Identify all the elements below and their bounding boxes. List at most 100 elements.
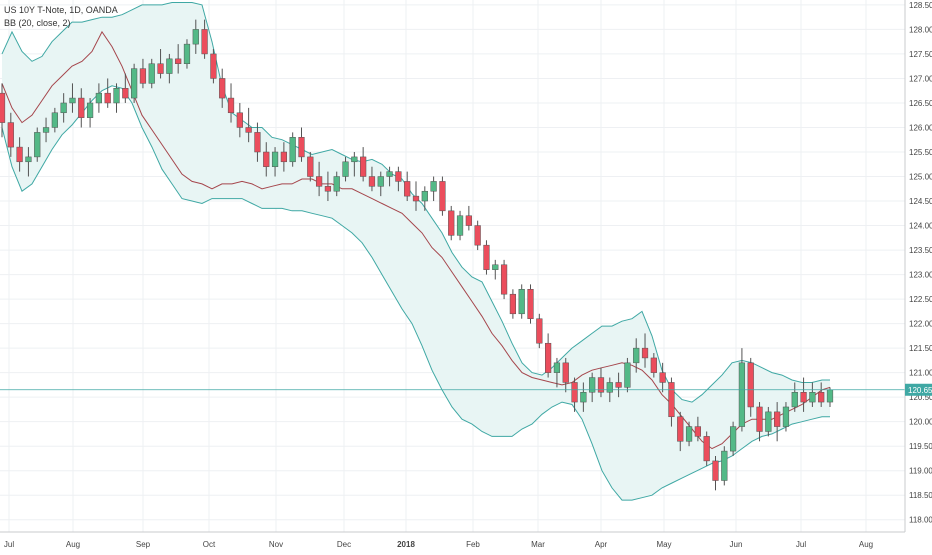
candle[interactable]	[527, 284, 534, 324]
candle[interactable]	[245, 107, 252, 143]
candle[interactable]	[430, 176, 437, 202]
candle[interactable]	[271, 147, 279, 177]
candle[interactable]	[95, 83, 103, 113]
candle[interactable]	[800, 377, 807, 412]
candle[interactable]	[439, 176, 446, 216]
candle[interactable]	[571, 377, 578, 412]
candle[interactable]	[183, 39, 191, 69]
candle[interactable]	[157, 49, 164, 79]
candle[interactable]	[650, 353, 657, 378]
candle[interactable]	[492, 259, 499, 280]
candle[interactable]	[51, 107, 58, 133]
candle[interactable]	[236, 102, 243, 138]
candle[interactable]	[113, 83, 120, 113]
candle[interactable]	[16, 137, 23, 172]
symbol-label[interactable]: US 10Y T-Note, 1D, OANDA	[4, 5, 118, 15]
candle[interactable]	[809, 382, 816, 407]
candle[interactable]	[395, 166, 402, 192]
candle[interactable]	[721, 446, 728, 486]
candle[interactable]	[536, 313, 543, 349]
candle[interactable]	[131, 63, 138, 103]
candle[interactable]	[633, 338, 640, 373]
candle[interactable]	[509, 289, 517, 319]
candle[interactable]	[474, 220, 481, 251]
candle[interactable]	[589, 372, 596, 403]
candle[interactable]	[86, 98, 94, 128]
indicator-label[interactable]: BB (20, close, 2)	[4, 18, 71, 28]
candle[interactable]	[412, 181, 420, 211]
candle[interactable]	[25, 147, 32, 177]
candle[interactable]	[756, 402, 763, 442]
candle[interactable]	[685, 421, 693, 447]
candle[interactable]	[351, 152, 358, 177]
candle[interactable]	[360, 147, 367, 182]
candle-body-down	[104, 92, 111, 104]
candle[interactable]	[774, 402, 781, 442]
candle[interactable]	[765, 406, 772, 437]
candle-body-down	[78, 97, 85, 118]
candle[interactable]	[448, 205, 455, 241]
candle[interactable]	[333, 171, 340, 197]
candle[interactable]	[219, 68, 226, 108]
candle[interactable]	[729, 421, 737, 456]
candle[interactable]	[280, 142, 287, 172]
candle[interactable]	[465, 205, 472, 231]
candle[interactable]	[694, 416, 701, 442]
candle[interactable]	[615, 372, 622, 398]
candle[interactable]	[166, 53, 173, 84]
candle[interactable]	[7, 112, 14, 157]
candle[interactable]	[580, 382, 587, 412]
candle[interactable]	[421, 186, 428, 211]
candle[interactable]	[148, 58, 155, 89]
candle[interactable]	[553, 357, 561, 388]
candle[interactable]	[139, 58, 147, 89]
candle[interactable]	[659, 362, 666, 393]
candle[interactable]	[404, 171, 411, 202]
candle-body-up	[183, 43, 191, 64]
candle[interactable]	[342, 156, 349, 182]
candle[interactable]	[668, 377, 675, 427]
candle[interactable]	[483, 240, 490, 275]
candle[interactable]	[712, 456, 719, 491]
candle[interactable]	[175, 44, 182, 74]
candle[interactable]	[377, 171, 384, 197]
candle[interactable]	[545, 333, 552, 378]
candle[interactable]	[747, 357, 754, 417]
candle[interactable]	[78, 88, 85, 128]
candle[interactable]	[307, 152, 314, 182]
candle-body-up	[271, 151, 279, 167]
candle[interactable]	[254, 122, 261, 162]
candle[interactable]	[782, 402, 790, 432]
candle[interactable]	[500, 259, 508, 300]
candle[interactable]	[289, 132, 296, 167]
candle[interactable]	[34, 127, 41, 162]
candle[interactable]	[263, 142, 270, 177]
candle[interactable]	[368, 166, 376, 192]
candle[interactable]	[597, 367, 605, 398]
candle[interactable]	[210, 49, 217, 84]
candle[interactable]	[122, 73, 129, 103]
candle[interactable]	[0, 83, 6, 138]
candle[interactable]	[298, 127, 305, 162]
candle-body-down	[562, 362, 569, 383]
candle[interactable]	[624, 357, 631, 393]
candle[interactable]	[518, 284, 525, 319]
candle[interactable]	[386, 166, 393, 187]
candle[interactable]	[42, 117, 50, 143]
candle[interactable]	[192, 19, 199, 54]
candle[interactable]	[641, 333, 649, 368]
candle[interactable]	[324, 171, 332, 202]
candle[interactable]	[104, 78, 111, 108]
candle[interactable]	[201, 19, 208, 59]
candle[interactable]	[456, 210, 464, 241]
candle[interactable]	[562, 357, 569, 393]
candle[interactable]	[69, 83, 76, 113]
candle[interactable]	[791, 382, 798, 412]
candle[interactable]	[227, 83, 235, 123]
candle[interactable]	[703, 431, 710, 466]
candle[interactable]	[818, 382, 825, 407]
candle[interactable]	[60, 93, 67, 123]
candle[interactable]	[677, 411, 684, 452]
candle[interactable]	[315, 161, 323, 197]
